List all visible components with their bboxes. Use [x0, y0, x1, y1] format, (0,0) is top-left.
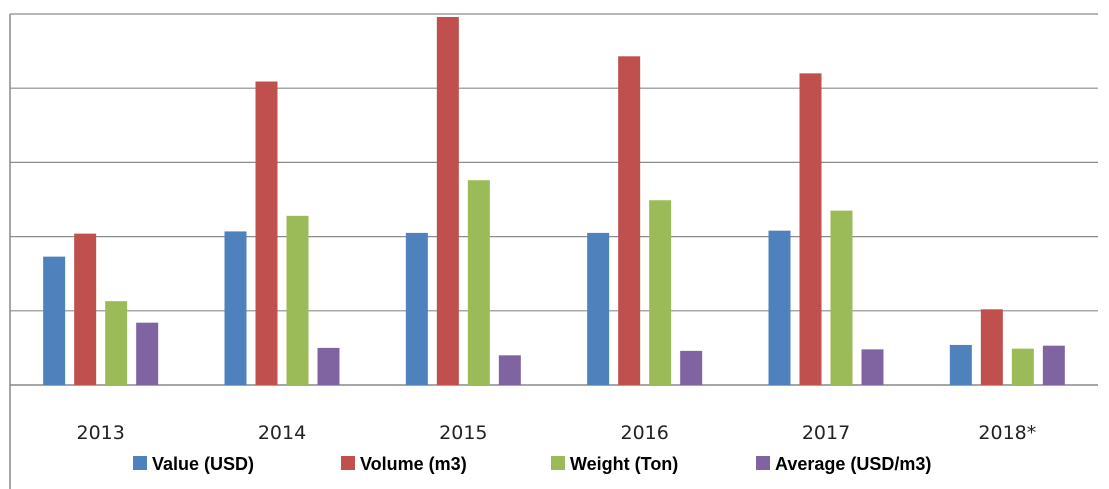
bar-weight-ton-2015 — [467, 180, 490, 385]
bar-weight-ton-2018 — [1011, 348, 1034, 385]
bars — [43, 16, 1065, 386]
bar-volume-m3-2015 — [436, 16, 459, 386]
legend-label: Value (USD) — [152, 454, 254, 474]
x-tick-label: 2018* — [978, 422, 1036, 444]
legend-swatch — [133, 456, 147, 470]
bar-value-usd-2016 — [587, 232, 610, 385]
x-tick-labels: 2013 2014 2015 2016 2017 2018* — [76, 422, 1036, 444]
legend-label: Volume (m3) — [360, 454, 467, 474]
bar-value-usd-2015 — [405, 232, 428, 385]
bar-average-usd-m3-2018 — [1042, 345, 1065, 385]
legend-label: Average (USD/m3) — [775, 454, 931, 474]
x-tick-label: 2013 — [76, 422, 124, 444]
bar-weight-ton-2013 — [105, 301, 128, 385]
bar-average-usd-m3-2017 — [861, 349, 884, 385]
gridlines — [10, 13, 1098, 386]
legend-swatch — [551, 456, 565, 470]
legend-swatch — [341, 456, 355, 470]
bar-volume-m3-2017 — [799, 73, 822, 386]
bar-average-usd-m3-2014 — [317, 347, 340, 385]
bar-volume-m3-2014 — [255, 81, 278, 385]
bar-volume-m3-2018 — [980, 309, 1003, 385]
bar-volume-m3-2016 — [618, 56, 641, 385]
legend-label: Weight (Ton) — [570, 454, 678, 474]
legend-swatch — [756, 456, 770, 470]
bar-value-usd-2013 — [43, 256, 66, 385]
x-tick-label: 2015 — [439, 422, 487, 444]
bar-value-usd-2017 — [768, 230, 791, 385]
bar-average-usd-m3-2016 — [680, 350, 703, 385]
bar-weight-ton-2017 — [830, 210, 853, 385]
bar-volume-m3-2013 — [74, 233, 97, 385]
x-tick-label: 2016 — [620, 422, 668, 444]
bar-average-usd-m3-2013 — [136, 322, 159, 385]
x-tick-label: 2014 — [258, 422, 306, 444]
legend: Value (USD) Volume (m3) Weight (Ton) Averag… — [133, 454, 931, 474]
bar-weight-ton-2016 — [649, 200, 672, 385]
bar-average-usd-m3-2015 — [498, 355, 521, 385]
bar-value-usd-2014 — [224, 231, 247, 385]
bar-value-usd-2018 — [949, 344, 972, 385]
bar-weight-ton-2014 — [286, 215, 309, 385]
x-tick-label: 2017 — [802, 422, 850, 444]
